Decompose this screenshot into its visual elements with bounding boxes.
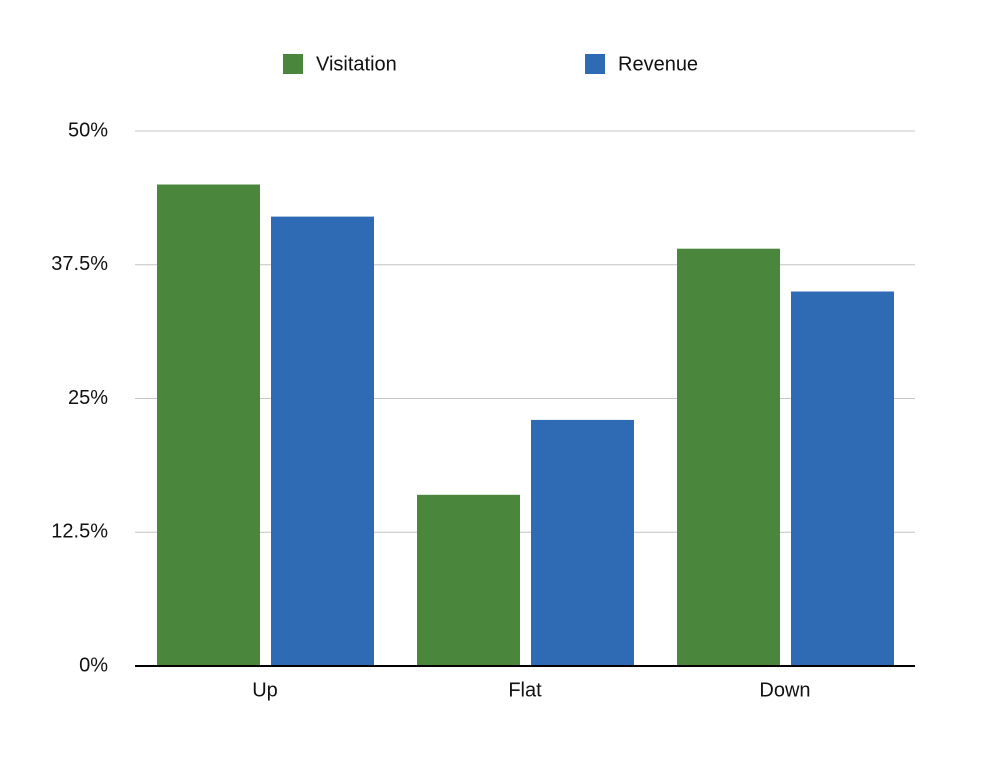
legend-swatch: [283, 54, 303, 74]
bar: [417, 494, 520, 666]
bar: [677, 248, 780, 666]
legend-label: Visitation: [316, 53, 397, 75]
y-tick-label: 37.5%: [51, 253, 108, 275]
legend-swatch: [585, 54, 605, 74]
legend-label: Revenue: [618, 53, 698, 75]
y-tick-label: 0%: [79, 654, 108, 676]
y-tick-label: 50%: [68, 119, 108, 141]
x-tick-label: Up: [252, 679, 278, 701]
y-tick-label: 25%: [68, 387, 108, 409]
bar: [791, 291, 894, 666]
x-tick-label: Flat: [508, 679, 542, 701]
bar: [531, 419, 634, 666]
bar: [271, 216, 374, 666]
bar: [157, 184, 260, 666]
y-tick-label: 12.5%: [51, 521, 108, 543]
x-tick-label: Down: [759, 679, 810, 701]
